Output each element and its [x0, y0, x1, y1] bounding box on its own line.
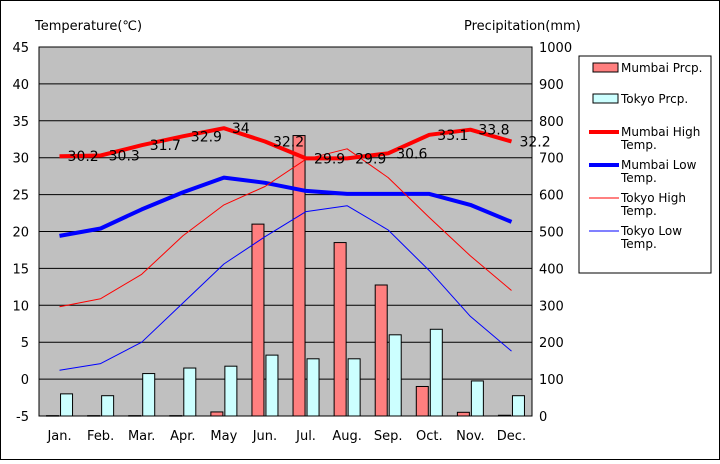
legend-swatch-0: [592, 62, 619, 73]
bar-1-0: [60, 393, 74, 417]
x-tick-label: Feb.: [87, 429, 114, 444]
bar-0-3: [169, 415, 183, 417]
right-tick-label: 600: [539, 189, 564, 204]
right-axis-title: Precipitation(mm): [464, 19, 581, 34]
data-label: 33.1: [437, 128, 468, 144]
x-tick-label: Oct.: [416, 429, 443, 444]
bar-1-7: [347, 358, 361, 417]
x-tick-label: Dec.: [497, 429, 526, 444]
bar-1-11: [511, 395, 525, 417]
left-tick-label: 25: [12, 189, 29, 204]
left-tick-label: 15: [12, 262, 29, 277]
bar-0-1: [87, 415, 101, 417]
line-series-1: [59, 175, 513, 238]
bar-0-8: [374, 284, 388, 417]
right-tick-label: 200: [539, 336, 564, 351]
right-tick-label: 1000: [539, 41, 572, 56]
left-tick-label: -5: [16, 410, 29, 425]
right-tick-label: 300: [539, 299, 564, 314]
bar-1-4: [224, 365, 238, 417]
data-label: 33.8: [478, 123, 509, 139]
right-tick-label: 0: [539, 410, 547, 425]
legend-label-0: Mumbai Prcp.: [621, 61, 703, 75]
right-tick-label: 800: [539, 115, 564, 130]
left-tick-label: 35: [12, 115, 29, 130]
legend-label-2: Mumbai High Temp.: [620, 125, 700, 152]
legend-swatch-1: [592, 93, 619, 104]
legend-label-5: Tokyo Low Temp.: [620, 224, 682, 251]
data-label: 32.9: [191, 129, 222, 145]
right-tick-label: 900: [539, 78, 564, 93]
bar-0-4: [210, 411, 224, 417]
bar-0-7: [333, 242, 347, 417]
x-tick-label: Jul.: [295, 429, 316, 444]
data-label: 30.3: [109, 148, 140, 164]
x-tick-label: Aug.: [332, 429, 362, 444]
bar-0-0: [46, 415, 60, 417]
left-tick-label: 45: [12, 41, 29, 56]
right-tick-label: 500: [539, 226, 564, 241]
legend-label-1: Tokyo Prcp.: [620, 92, 688, 106]
bar-1-10: [470, 380, 484, 417]
left-tick-label: 30: [12, 152, 29, 167]
bar-0-2: [128, 415, 142, 417]
left-tick-label: 40: [12, 78, 29, 93]
data-label: 30.2: [68, 149, 99, 165]
bar-0-6: [292, 135, 306, 417]
right-tick-label: 700: [539, 152, 564, 167]
x-tick-label: Apr.: [170, 429, 195, 444]
data-label: 31.7: [150, 138, 181, 154]
left-axis-title: Temperature(℃): [34, 19, 142, 34]
bar-1-5: [265, 354, 279, 417]
bar-1-9: [429, 328, 443, 417]
right-tick-label: 400: [539, 262, 564, 277]
x-tick-label: May: [210, 429, 237, 444]
data-label: 30.6: [396, 146, 427, 162]
line-series-0: [59, 126, 513, 161]
left-tick-label: 20: [12, 226, 29, 241]
x-tick-label: Sep.: [374, 429, 403, 444]
left-tick-label: 10: [12, 299, 29, 314]
legend-label-3: Mumbai Low Temp.: [620, 158, 697, 185]
data-label: 32.2: [273, 134, 304, 150]
legend-label-4: Tokyo High Temp.: [620, 191, 686, 218]
bar-0-11: [497, 414, 511, 417]
bar-0-9: [415, 385, 429, 417]
bar-1-6: [306, 358, 320, 417]
data-label: 34: [232, 121, 250, 137]
x-tick-label: Jan.: [46, 429, 71, 444]
data-label: 32.2: [519, 134, 550, 150]
left-tick-label: 5: [21, 336, 29, 351]
bar-0-5: [251, 223, 265, 417]
bar-1-8: [388, 334, 402, 417]
line-series-2: [59, 148, 512, 308]
data-label: 29.9: [314, 151, 345, 167]
x-tick-label: Jun.: [252, 429, 277, 444]
bar-1-2: [142, 373, 156, 417]
x-tick-label: Nov.: [456, 429, 485, 444]
data-label: 29.9: [355, 151, 386, 167]
right-tick-label: 100: [539, 373, 564, 388]
bar-1-3: [183, 367, 197, 417]
left-tick-label: 0: [21, 373, 29, 388]
bar-1-1: [101, 395, 115, 417]
x-tick-label: Mar.: [128, 429, 155, 444]
line-series-3: [59, 205, 512, 371]
bar-0-10: [456, 411, 470, 417]
